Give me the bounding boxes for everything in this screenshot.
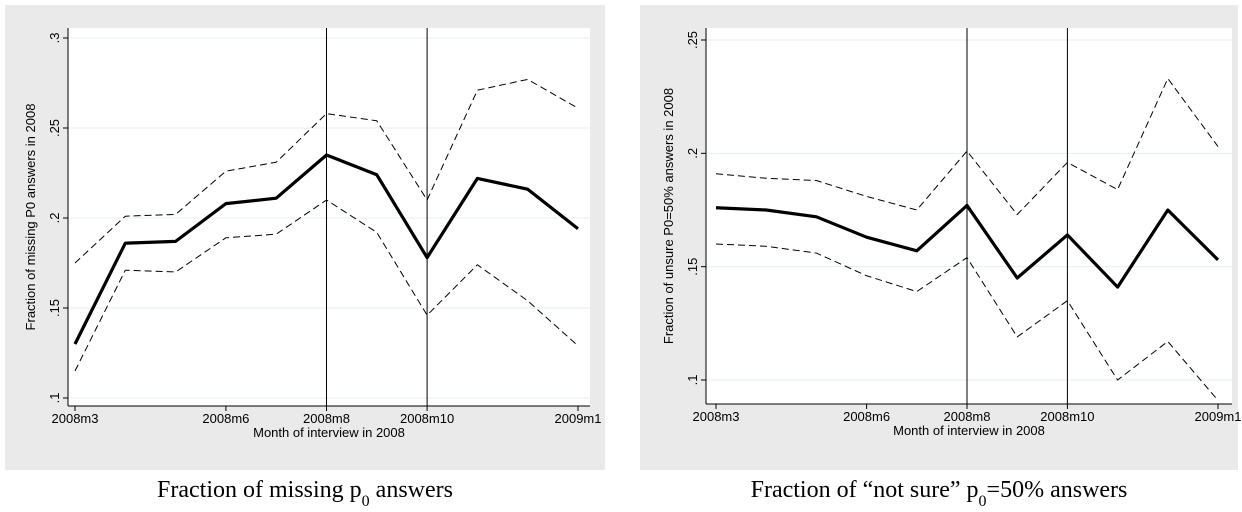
- caption-part: answers: [370, 477, 453, 503]
- plot-area: [68, 28, 590, 406]
- x-tick-label: 2008m3: [693, 409, 740, 424]
- mean-line: [73, 153, 579, 345]
- caption-subscript: 0: [362, 493, 370, 510]
- plot-area: [706, 28, 1232, 404]
- y-tick-label: .25: [47, 119, 62, 137]
- caption-part: Fraction of “not sure” p: [751, 477, 979, 503]
- x-tick-label: 2008m10: [400, 411, 454, 426]
- y-tick-label: .3: [47, 33, 62, 44]
- confidence-line: [74, 199, 579, 372]
- caption: Fraction of “not sure” p0=50% answers: [751, 477, 1128, 510]
- caption-subscript: 0: [979, 493, 987, 510]
- x-tick-label: 2008m8: [944, 409, 991, 424]
- caption-part: Fraction of missing p: [157, 477, 362, 503]
- chart-panel: .1 .15 .2 .25 .3 2008m3 2008m6 2008m8 2008m10 200…: [5, 5, 605, 470]
- x-tick-label: 2008m6: [843, 409, 890, 424]
- confidence-line: [715, 78, 1219, 216]
- y-tick-label: .1: [47, 393, 62, 404]
- x-tick-label: 2008m10: [1040, 409, 1094, 424]
- x-tick-label: 2008m8: [303, 411, 350, 426]
- caption: Fraction of missing p0 answers: [157, 477, 453, 510]
- x-tick-label: 2009m1: [555, 411, 602, 426]
- y-tick-label: .25: [685, 31, 700, 49]
- y-axis-title: Fraction of unsure P0=50% answers in 200…: [661, 88, 676, 344]
- y-tick-label: .15: [47, 299, 62, 317]
- x-tick-label: 2008m3: [52, 411, 99, 426]
- y-tick-label: .1: [685, 375, 700, 386]
- y-tick-label: .2: [47, 213, 62, 224]
- confidence-line: [74, 78, 579, 264]
- x-tick-label: 2008m6: [202, 411, 249, 426]
- x-axis-title: Month of interview in 2008: [253, 425, 405, 440]
- mean-line: [715, 203, 1220, 289]
- y-tick-label: .15: [685, 258, 700, 276]
- caption-part: =50% answers: [987, 477, 1128, 503]
- x-axis-title: Month of interview in 2008: [893, 423, 1045, 438]
- y-axis-title: Fraction of missing P0 answers in 2008: [23, 104, 38, 331]
- chart-panel: .1 .15 .2 .25 2008m3 2008m6 2008m8 2008m10 2009m…: [640, 5, 1241, 470]
- y-tick-label: .2: [685, 148, 700, 159]
- confidence-line: [715, 243, 1219, 401]
- x-tick-label: 2009m1: [1195, 409, 1242, 424]
